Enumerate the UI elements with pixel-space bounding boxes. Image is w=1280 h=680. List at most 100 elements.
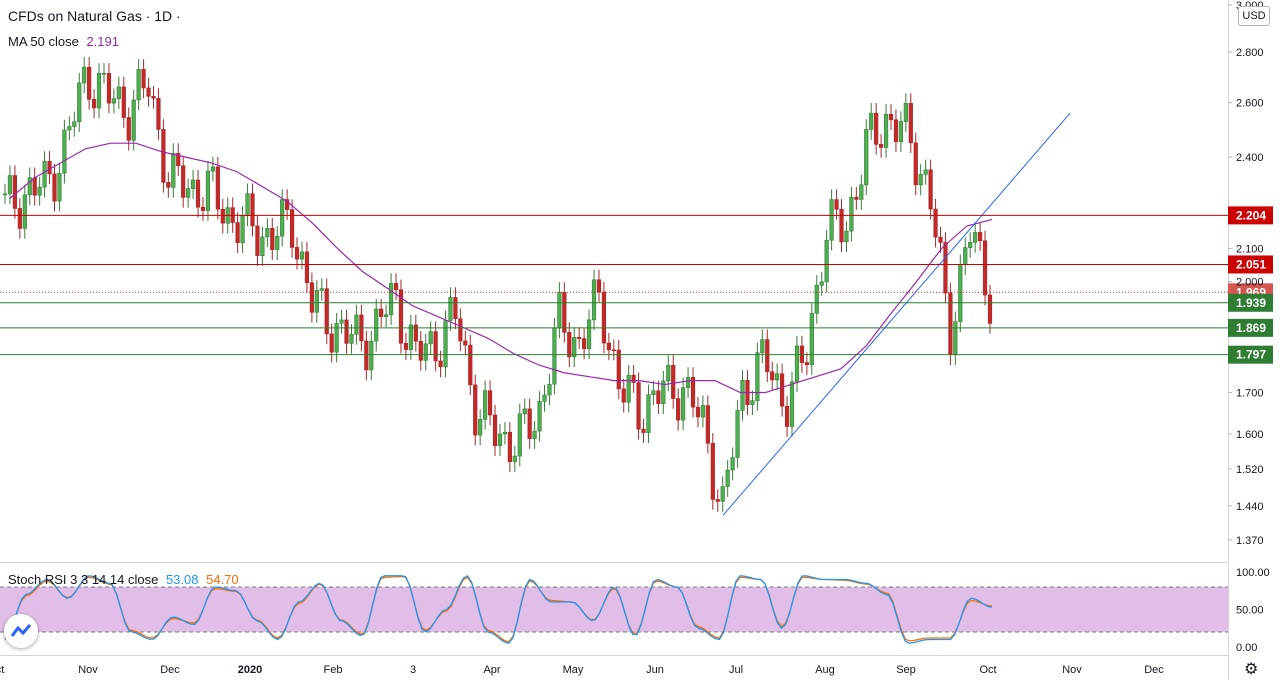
- candle-body: [354, 314, 359, 335]
- candle-body: [121, 86, 126, 118]
- currency-badge[interactable]: USD: [1238, 6, 1270, 26]
- candle-body: [478, 419, 483, 436]
- candle-body: [859, 184, 864, 200]
- candle-body: [374, 308, 379, 342]
- candle-body: [87, 66, 92, 100]
- candle-body: [151, 96, 156, 99]
- candle-body: [453, 297, 458, 320]
- candle-body: [888, 114, 894, 121]
- ma-legend-label: MA 50 close: [8, 34, 79, 49]
- candle-body: [809, 313, 814, 366]
- candle-body: [364, 340, 369, 371]
- price-tick-label: 1.600: [1236, 429, 1264, 441]
- candle-body: [339, 319, 344, 324]
- candle-body: [715, 499, 720, 502]
- candle-body: [255, 225, 260, 256]
- level-label: 2.204: [1236, 208, 1266, 222]
- candle-body: [126, 117, 131, 141]
- level-label: 1.939: [1236, 296, 1266, 310]
- candle-body: [695, 406, 701, 418]
- candle-body: [804, 362, 809, 366]
- candle-body: [146, 87, 151, 97]
- candle-body: [136, 68, 141, 101]
- time-tick-label: Nov: [1062, 664, 1082, 676]
- candle-body: [775, 373, 780, 381]
- candle-body: [671, 364, 676, 399]
- candle-body: [314, 290, 319, 313]
- candle-body: [47, 160, 52, 175]
- candle-body: [943, 242, 948, 294]
- candle-body: [562, 292, 567, 333]
- candle-body: [780, 373, 785, 407]
- candle-body: [616, 349, 621, 390]
- candle-body: [448, 297, 453, 321]
- candle-body: [82, 66, 87, 84]
- candle-body: [91, 99, 97, 109]
- candle-body: [685, 377, 691, 388]
- candle-body: [176, 153, 181, 167]
- candle-body: [463, 340, 468, 346]
- candle-body: [978, 232, 983, 242]
- candle-body: [285, 199, 290, 210]
- candle-body: [750, 400, 755, 405]
- candle-body: [710, 442, 715, 500]
- candle-body: [834, 199, 839, 210]
- candle-body: [492, 414, 498, 446]
- symbol-title: CFDs on Natural Gas · 1D ·: [8, 8, 181, 24]
- candle-body: [438, 360, 443, 368]
- time-axis[interactable]: ct Nov Dec 2020 Feb 3 Apr May Jun Jul Aug Sep Oct Nov…: [0, 664, 1164, 676]
- candle-body: [933, 208, 938, 238]
- stoch-tick-label: 50.00: [1236, 605, 1264, 617]
- candle-body: [883, 114, 889, 148]
- candle-body: [324, 288, 329, 335]
- time-tick-label: 2020: [238, 664, 262, 676]
- stoch-k-line: [4, 574, 993, 644]
- candle-body: [824, 239, 829, 283]
- time-tick-label: Apr: [483, 664, 500, 676]
- candle-body: [2, 193, 8, 196]
- candle-body: [205, 170, 211, 211]
- time-tick-label: May: [563, 664, 584, 676]
- price-grid: [0, 0, 1229, 680]
- time-tick-label: ct: [0, 664, 4, 676]
- candle-body: [473, 384, 478, 436]
- candle-body: [720, 486, 725, 502]
- candle-body: [552, 327, 557, 385]
- candle-body: [586, 319, 592, 350]
- candle-body: [879, 144, 884, 148]
- candle-body: [898, 121, 904, 143]
- ma-legend: MA 50 close 2.191: [8, 34, 119, 50]
- candle-body: [705, 405, 710, 444]
- candle-body: [839, 208, 844, 243]
- symbol-title-text: CFDs on Natural Gas · 1D ·: [8, 8, 181, 24]
- trendline[interactable]: [722, 112, 1071, 516]
- ma-legend-value: 2.191: [86, 34, 119, 49]
- candle-body: [621, 388, 626, 403]
- candle-body: [319, 288, 324, 291]
- candle-body: [388, 283, 394, 316]
- tradingview-logo-icon[interactable]: [4, 614, 38, 648]
- stoch-band: [0, 587, 1228, 632]
- candle-body: [646, 394, 651, 433]
- candle-body: [700, 405, 706, 418]
- candle-body: [497, 433, 503, 446]
- price-tick-label: 2.800: [1236, 47, 1264, 59]
- candle-body: [393, 283, 399, 291]
- level-label-box: [1228, 293, 1273, 312]
- candle-body: [953, 321, 958, 355]
- candle-body: [101, 72, 107, 75]
- level-label-box: [1228, 318, 1273, 337]
- settings-gear-icon[interactable]: ⚙: [1244, 661, 1259, 678]
- candle-body: [334, 322, 339, 353]
- candle-body: [379, 308, 384, 317]
- candle-body: [309, 282, 314, 313]
- candle-body: [220, 208, 225, 224]
- candle-body: [418, 340, 423, 361]
- candle-body: [527, 408, 532, 439]
- stoch-legend-label: Stoch RSI 3 3 14 14 close: [8, 572, 159, 587]
- price-tick-label: 1.520: [1236, 464, 1264, 476]
- candle-body: [918, 174, 923, 186]
- time-tick-label: Nov: [78, 664, 98, 676]
